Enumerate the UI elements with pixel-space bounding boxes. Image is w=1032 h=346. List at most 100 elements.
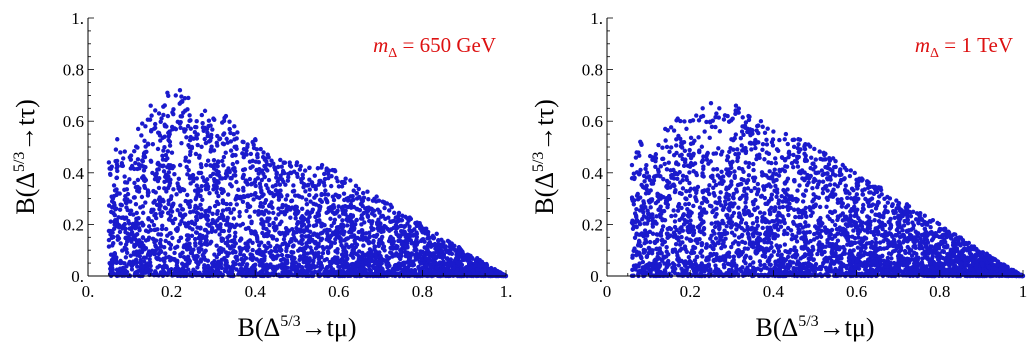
data-point bbox=[214, 168, 219, 173]
data-point bbox=[291, 264, 296, 270]
data-point bbox=[330, 210, 336, 215]
data-point bbox=[194, 259, 200, 264]
axes bbox=[87, 17, 507, 277]
data-point bbox=[120, 163, 126, 169]
data-point bbox=[187, 271, 192, 277]
data-point bbox=[408, 238, 414, 243]
data-point bbox=[175, 208, 180, 213]
data-point bbox=[251, 197, 256, 202]
data-point bbox=[231, 207, 237, 212]
scatter-chart-right: 0 0.2 0.4 0.6 0.8 10.0.20.40.60.81.B(Δ5/3→tμ)… bbox=[530, 9, 1027, 342]
data-point bbox=[249, 220, 254, 226]
data-point bbox=[176, 176, 182, 181]
data-point bbox=[252, 209, 258, 214]
data-point bbox=[198, 212, 203, 218]
data-point bbox=[194, 210, 199, 215]
data-point bbox=[240, 199, 246, 204]
data-point bbox=[252, 192, 257, 197]
data-point bbox=[325, 192, 331, 197]
data-point bbox=[225, 253, 230, 259]
data-point bbox=[232, 234, 238, 239]
data-point bbox=[288, 170, 293, 175]
data-point bbox=[135, 166, 140, 172]
data-point bbox=[259, 217, 264, 222]
data-point bbox=[169, 204, 175, 209]
data-point bbox=[213, 264, 219, 270]
data-point bbox=[260, 154, 266, 160]
data-point bbox=[232, 124, 237, 129]
data-point bbox=[178, 235, 183, 240]
data-point bbox=[147, 117, 153, 122]
data-point bbox=[117, 229, 123, 235]
data-point bbox=[653, 152, 659, 157]
data-point bbox=[114, 267, 120, 272]
data-point bbox=[248, 165, 253, 170]
data-point bbox=[673, 213, 678, 218]
data-point bbox=[209, 144, 214, 149]
data-point bbox=[127, 259, 132, 265]
data-point bbox=[151, 237, 156, 242]
data-point bbox=[241, 185, 246, 191]
data-point bbox=[348, 266, 353, 271]
data-point bbox=[324, 257, 329, 262]
data-point bbox=[168, 213, 174, 219]
data-point bbox=[153, 244, 159, 249]
data-point bbox=[167, 143, 173, 148]
data-point bbox=[250, 240, 255, 245]
data-point bbox=[172, 272, 178, 277]
data-point bbox=[467, 260, 473, 266]
data-point bbox=[290, 205, 295, 210]
data-point bbox=[208, 149, 213, 154]
data-point bbox=[308, 229, 313, 235]
data-point bbox=[203, 186, 209, 192]
data-point bbox=[408, 229, 414, 234]
data-point bbox=[383, 225, 388, 230]
data-point bbox=[148, 227, 154, 233]
data-point bbox=[434, 231, 439, 236]
data-point bbox=[480, 268, 485, 274]
data-point bbox=[129, 267, 135, 272]
data-point bbox=[123, 215, 129, 220]
data-point bbox=[166, 170, 172, 175]
data-point bbox=[410, 252, 415, 257]
data-point bbox=[177, 162, 183, 168]
data-point bbox=[271, 210, 276, 216]
data-point bbox=[365, 213, 371, 219]
data-point bbox=[413, 239, 419, 244]
data-point bbox=[318, 238, 324, 243]
data-point bbox=[124, 264, 129, 269]
data-point bbox=[389, 205, 394, 210]
data-point bbox=[202, 257, 208, 262]
data-point bbox=[407, 233, 412, 238]
data-point bbox=[282, 266, 288, 272]
data-point bbox=[136, 162, 142, 167]
data-point bbox=[305, 217, 310, 222]
data-point bbox=[308, 199, 313, 204]
data-point bbox=[108, 172, 113, 178]
data-point bbox=[149, 128, 154, 133]
data-point bbox=[291, 188, 297, 194]
data-point bbox=[180, 186, 185, 192]
data-point bbox=[202, 227, 208, 233]
data-point bbox=[240, 139, 245, 145]
data-point bbox=[234, 202, 239, 207]
data-point bbox=[183, 155, 188, 160]
data-point bbox=[212, 178, 217, 184]
data-point bbox=[187, 152, 193, 157]
data-point bbox=[279, 252, 285, 258]
data-point bbox=[215, 208, 220, 214]
data-point bbox=[329, 174, 334, 179]
data-point bbox=[765, 126, 770, 131]
data-point bbox=[153, 125, 158, 131]
data-point bbox=[191, 247, 196, 252]
data-point bbox=[445, 238, 451, 244]
data-point bbox=[431, 261, 437, 266]
data-point bbox=[235, 130, 240, 135]
data-point bbox=[132, 244, 137, 249]
data-point bbox=[146, 215, 151, 221]
data-point bbox=[381, 244, 386, 250]
data-point bbox=[316, 234, 321, 240]
data-point bbox=[187, 225, 192, 230]
data-point bbox=[670, 249, 676, 255]
data-point bbox=[195, 205, 200, 211]
